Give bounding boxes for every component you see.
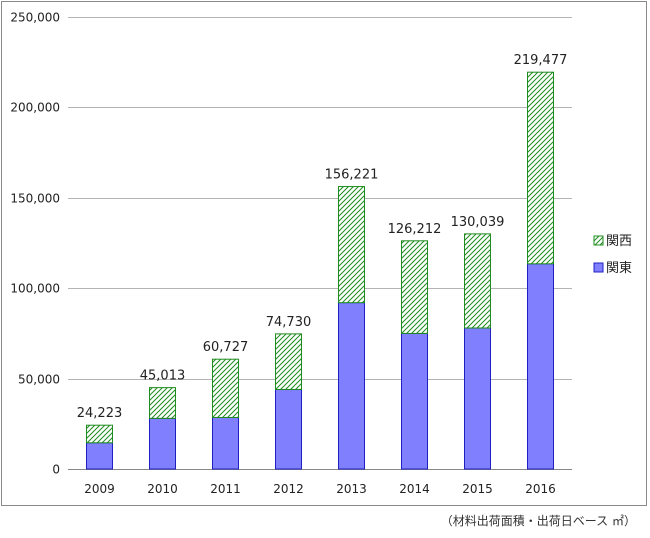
x-tick-label: 2010 <box>147 482 178 496</box>
x-tick-label: 2012 <box>273 482 304 496</box>
legend-kansai-swatch <box>593 235 604 246</box>
x-tick-label: 2013 <box>336 482 367 496</box>
y-tick-label: 0 <box>52 463 60 477</box>
stacked-bar-chart: 0 50,000 100,000 150,000 200,000 250,000 24,2… <box>10 11 632 497</box>
bar-kanto <box>275 388 302 470</box>
gridlines <box>68 17 572 470</box>
bar-kanto <box>86 442 113 470</box>
x-axis-ticks: 2009 2010 2011 2012 2013 2014 2015 2016 <box>84 482 556 496</box>
bar-kansai <box>401 240 428 334</box>
total-label: 156,221 <box>325 168 379 183</box>
bar-kansai <box>149 387 176 419</box>
x-tick-label: 2011 <box>210 482 241 496</box>
total-labels: 24,223 45,013 60,727 74,730 156,221 126,212 13… <box>77 53 568 421</box>
bar-kansai <box>464 233 491 329</box>
total-label: 60,727 <box>203 340 249 355</box>
total-label: 24,223 <box>77 406 123 421</box>
x-tick-label: 2009 <box>84 482 115 496</box>
total-label: 130,039 <box>451 215 505 230</box>
x-tick-label: 2014 <box>399 482 430 496</box>
bars <box>86 71 554 470</box>
y-tick-label: 250,000 <box>10 11 60 25</box>
bar-kanto <box>149 417 176 470</box>
bar-kanto <box>212 416 239 470</box>
legend-kanto-label: 関東 <box>606 260 632 276</box>
footnote: （材料出荷面積・出荷日ベース ㎡） <box>440 514 636 528</box>
bar-kansai <box>86 424 113 444</box>
bar-kansai <box>212 358 239 418</box>
bar-kanto <box>527 263 554 470</box>
total-label: 126,212 <box>388 222 442 237</box>
bar-kanto <box>338 302 365 470</box>
total-label: 219,477 <box>514 53 568 68</box>
bar-kansai <box>338 186 365 304</box>
bar-kansai <box>527 71 554 265</box>
bar-kanto <box>401 332 428 470</box>
y-tick-label: 200,000 <box>10 101 60 115</box>
y-axis-ticks: 0 50,000 100,000 150,000 200,000 250,000 <box>10 11 60 477</box>
total-label: 74,730 <box>266 315 312 330</box>
legend-kansai-label: 関西 <box>606 234 632 249</box>
x-tick-label: 2016 <box>525 482 556 496</box>
legend-kanto-swatch <box>593 262 604 273</box>
total-label: 45,013 <box>140 369 186 384</box>
y-tick-label: 50,000 <box>18 373 60 387</box>
bar-kansai <box>275 333 302 390</box>
x-tick-label: 2015 <box>462 482 493 496</box>
bar-kanto <box>464 327 491 470</box>
y-tick-label: 100,000 <box>10 282 60 296</box>
y-tick-label: 150,000 <box>10 192 60 206</box>
